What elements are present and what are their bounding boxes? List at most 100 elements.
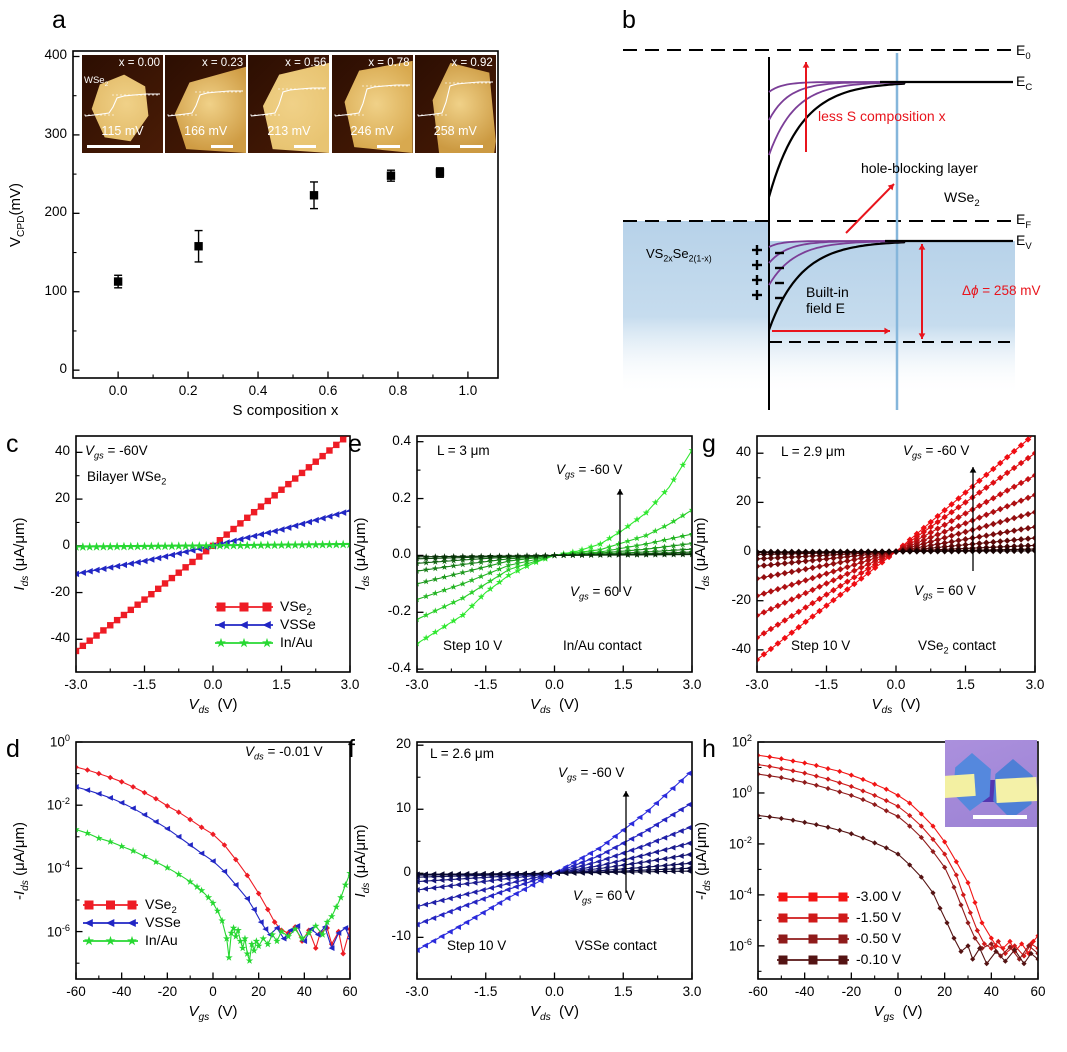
band-label-ef: EF: [1016, 211, 1032, 231]
x-axis-label: Vgs (V): [188, 1003, 238, 1023]
panel-letter-c: c: [6, 430, 19, 458]
x-tick-label: 0.8: [388, 383, 408, 398]
y-tick-label: 0: [59, 361, 67, 377]
y-tick-label: 10-6: [728, 936, 752, 954]
scale-bar: [293, 144, 317, 148]
legend-label: -0.50 V: [856, 930, 902, 946]
inset-composition-label: x = 0.00: [118, 57, 160, 69]
annotation: L = 2.6 μm: [430, 746, 494, 761]
y-tick-label: 0.0: [392, 546, 411, 562]
x-tick-label: -40: [794, 984, 815, 999]
scale-bar: [376, 144, 400, 148]
legend-label: VSSe: [145, 914, 181, 930]
annotation: Step 10 V: [443, 638, 503, 653]
y-tick-label: 200: [44, 204, 67, 220]
x-tick-label: 60: [342, 984, 358, 999]
x-tick-label: 0.0: [886, 677, 906, 692]
panel-letter-b: b: [622, 6, 636, 34]
x-tick-label: 0.0: [545, 984, 564, 999]
panel-letter-a: a: [52, 6, 66, 34]
annotation: VSSe contact: [575, 938, 657, 953]
x-tick-label: 1.5: [956, 677, 975, 692]
x-tick-label: -1.5: [474, 677, 498, 692]
band-label-ev: EV: [1016, 232, 1032, 252]
x-tick-label: 0.2: [178, 383, 198, 398]
y-tick-label: -10: [391, 928, 411, 944]
band-label-e0: E0: [1016, 42, 1031, 62]
annotation: Vgs = -60 V: [903, 443, 970, 461]
y-tick-label: 0: [743, 542, 751, 558]
annotation: Vgs = -60 V: [558, 765, 625, 783]
y-tick-label: 0.2: [392, 489, 411, 505]
inset-composition-label: x = 0.56: [285, 57, 327, 69]
x-tick-label: -1.5: [814, 677, 839, 692]
inset-cpd-value: 213 mV: [267, 124, 311, 138]
legend-label: VSSe: [280, 616, 316, 632]
y-axis-label: Ids (μA/μm): [692, 517, 712, 591]
x-tick-label: -1.5: [132, 677, 157, 692]
x-tick-label: 40: [296, 984, 312, 999]
x-tick-label: -20: [157, 984, 178, 999]
inset-cpd-value: 258 mV: [433, 124, 477, 138]
annotation: Vgs = 60 V: [570, 584, 632, 602]
panel-letter-f: f: [348, 735, 355, 763]
annotation: Vgs = -60 V: [556, 462, 623, 480]
less-s-annotation: less S composition x: [818, 108, 946, 124]
x-tick-label: -3.0: [745, 677, 769, 692]
y-axis-label: Ids (μA/μm): [352, 517, 372, 591]
x-tick-label: 3.0: [682, 677, 702, 692]
legend-label: -1.50 V: [856, 909, 902, 925]
y-tick-label: 10: [395, 800, 411, 816]
x-tick-label: -60: [748, 984, 768, 999]
y-tick-label: 100: [44, 282, 67, 298]
inset-composition-label: x = 0.92: [451, 57, 493, 69]
legend-label: VSe2: [280, 598, 312, 618]
x-tick-label: -3.0: [64, 677, 88, 692]
legend-label: In/Au: [280, 634, 313, 650]
y-tick-label: -40: [731, 640, 751, 656]
profile-line: [84, 93, 160, 117]
y-tick-label: 100: [49, 733, 70, 750]
annotation: VSe2 contact: [918, 638, 996, 656]
x-tick-label: 3.0: [340, 677, 360, 692]
delta-phi-label: Δϕ = 258 mV: [962, 283, 1041, 298]
x-tick-label: 1.0: [458, 383, 478, 398]
x-tick-label: 1.5: [613, 677, 633, 692]
wse2-label: WSe2: [944, 189, 980, 209]
y-tick-label: 102: [731, 733, 752, 750]
annotation: L = 2.9 μm: [781, 444, 845, 459]
scale-bar: [210, 144, 234, 148]
y-tick-label: 10-2: [46, 796, 70, 813]
y-tick-label: 40: [735, 444, 751, 460]
y-tick-label: 10-2: [728, 834, 752, 852]
y-tick-label: 100: [731, 783, 752, 801]
inset-cpd-value: 166 mV: [184, 124, 228, 138]
afm-inset-x3: x = 0.78 246 mV: [331, 55, 413, 153]
x-axis-label: Vds (V): [529, 696, 580, 716]
x-tick-label: 3.0: [682, 984, 702, 999]
y-tick-label: 10-6: [46, 922, 70, 940]
y-tick-label: -40: [50, 630, 70, 646]
y-tick-label: 0.4: [392, 432, 411, 448]
annotation: Vgs = 60 V: [573, 888, 635, 906]
legend-label: -0.10 V: [856, 951, 902, 967]
afm-inset-x0: x = 0.00 WSe2 115 mV: [82, 55, 163, 153]
y-tick-label: 10-4: [46, 859, 70, 876]
inset-material-label: WSe2: [84, 75, 109, 88]
vs2xse-label: VS2xSe2(1-x): [646, 246, 712, 264]
scale-bar: [973, 815, 1027, 819]
afm-inset-x4: x = 0.92 258 mV: [414, 55, 496, 153]
y-tick-label: -0.4: [387, 660, 411, 676]
scale-bar: [86, 144, 141, 148]
y-tick-label: 10-4: [728, 885, 752, 903]
x-axis-label: Vds (V): [871, 696, 921, 716]
x-tick-label: 40: [983, 984, 999, 999]
panel-letter-e: e: [348, 430, 362, 458]
x-tick-label: -3.0: [405, 984, 429, 999]
x-axis-label: Vds (V): [188, 696, 238, 716]
x-tick-label: 0.6: [318, 383, 338, 398]
x-tick-label: 0.4: [248, 383, 268, 398]
x-tick-label: 0.0: [545, 677, 564, 692]
